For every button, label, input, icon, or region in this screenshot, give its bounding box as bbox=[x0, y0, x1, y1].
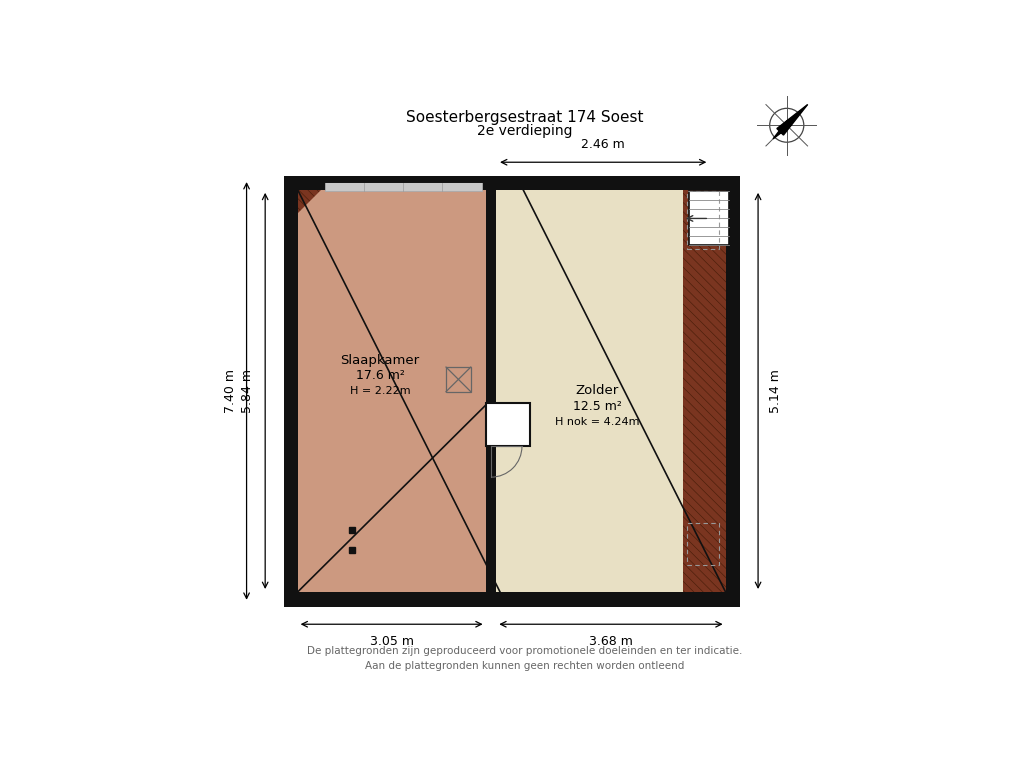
Polygon shape bbox=[497, 190, 683, 592]
Bar bbox=[287, 179, 298, 603]
Bar bbox=[485, 403, 529, 446]
Bar bbox=[726, 179, 736, 603]
Text: H nok = 4.24m: H nok = 4.24m bbox=[555, 417, 640, 427]
Bar bbox=[687, 522, 719, 565]
Text: 3.05 m: 3.05 m bbox=[370, 635, 414, 648]
Text: 7.40 m: 7.40 m bbox=[224, 369, 238, 413]
Bar bbox=[325, 177, 481, 191]
Text: De plattegronden zijn geproduceerd voor promotionele doeleinden en ter indicatie: De plattegronden zijn geproduceerd voor … bbox=[307, 647, 742, 671]
Text: 12.5 m²: 12.5 m² bbox=[573, 400, 622, 413]
Bar bbox=[287, 592, 736, 603]
Text: z: z bbox=[778, 126, 784, 136]
Text: 2e verdieping: 2e verdieping bbox=[477, 124, 572, 137]
Bar bbox=[485, 190, 497, 403]
Text: H = 2.22m: H = 2.22m bbox=[349, 386, 411, 396]
Polygon shape bbox=[777, 104, 808, 135]
Text: 5.14 m: 5.14 m bbox=[769, 369, 782, 413]
Text: Slaapkamer: Slaapkamer bbox=[340, 353, 420, 366]
Text: Zolder: Zolder bbox=[575, 385, 620, 397]
Text: 2.46 m: 2.46 m bbox=[582, 138, 625, 151]
Polygon shape bbox=[298, 190, 485, 592]
Polygon shape bbox=[773, 121, 792, 139]
Bar bbox=[287, 179, 736, 603]
Bar bbox=[446, 367, 471, 392]
Text: Soesterbergsestraat 174 Soest: Soesterbergsestraat 174 Soest bbox=[407, 110, 643, 125]
Text: 5.84 m: 5.84 m bbox=[242, 369, 254, 413]
Text: 17.6 m²: 17.6 m² bbox=[355, 369, 404, 382]
Text: 3.68 m: 3.68 m bbox=[589, 635, 633, 648]
Bar bbox=[689, 191, 729, 246]
Bar bbox=[687, 191, 719, 250]
Bar bbox=[287, 179, 736, 603]
Bar bbox=[485, 179, 497, 603]
Bar bbox=[287, 179, 736, 190]
Bar bbox=[485, 446, 497, 592]
